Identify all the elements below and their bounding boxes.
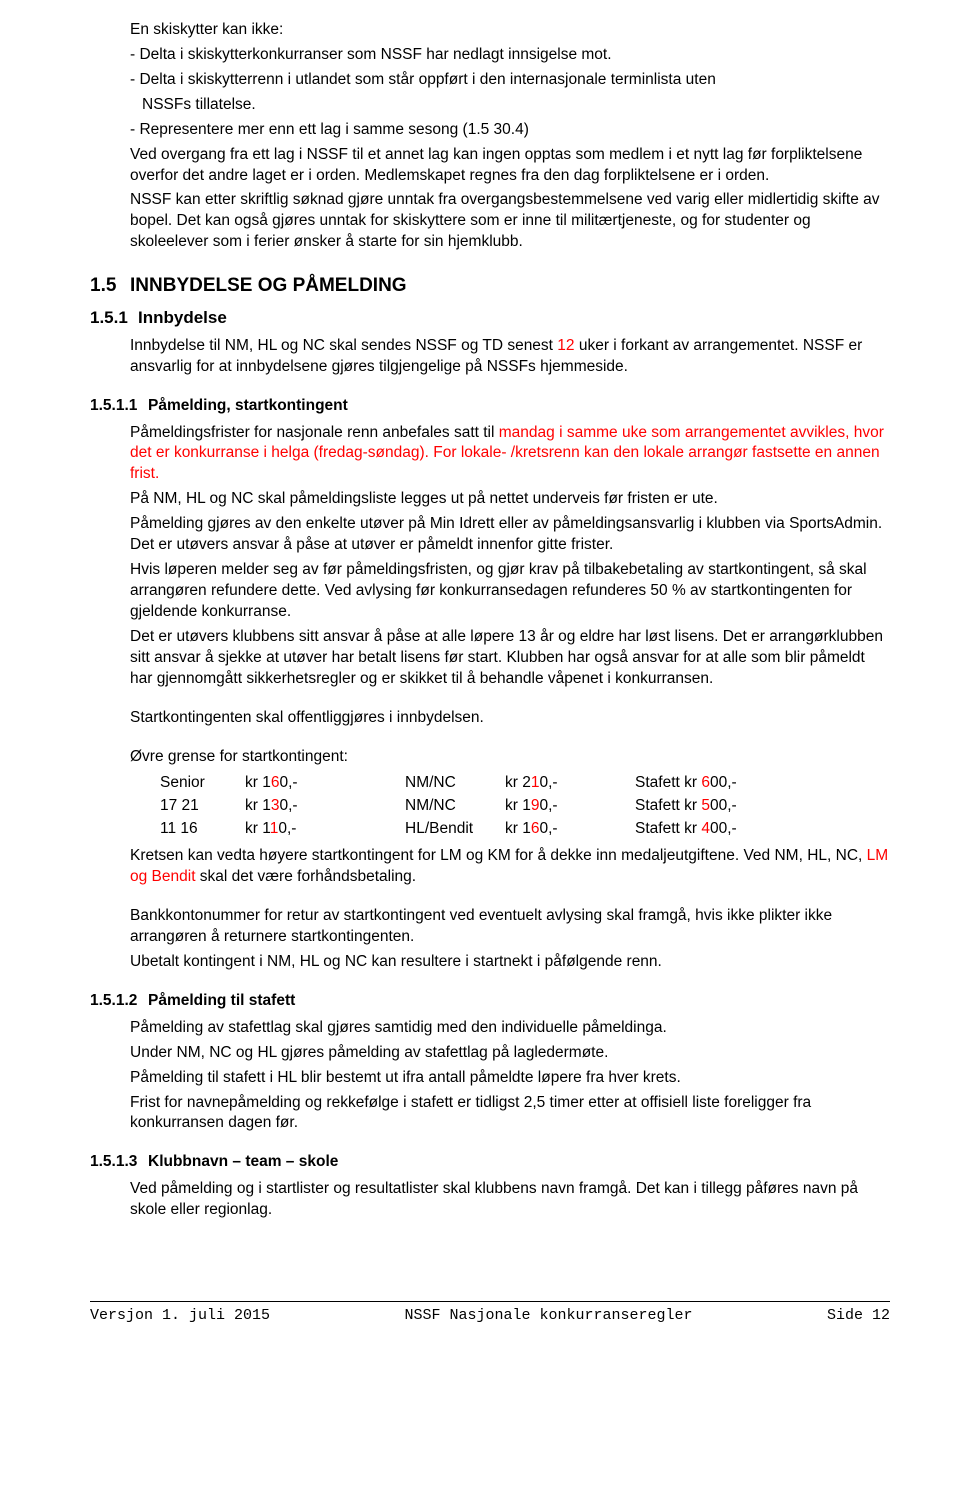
page-footer: Versjon 1. juli 2015 NSSF Nasjonale konk… xyxy=(0,1295,960,1346)
heading-1-5-1-3: 1.5.1.3 Klubbnavn – team – skole xyxy=(90,1152,890,1173)
footer-version: Versjon 1. juli 2015 xyxy=(90,1306,270,1326)
table-cell: kr 110,- xyxy=(245,819,405,840)
startkontingent-table: Senior kr 160,- NM/NC kr 210,- Stafett k… xyxy=(160,773,890,840)
text-line: NSSFs tillatelse. xyxy=(130,95,890,116)
table-row: Senior kr 160,- NM/NC kr 210,- Stafett k… xyxy=(160,773,890,794)
paragraph-bankkonto: Bankkontonummer for retur av startkontin… xyxy=(130,906,890,973)
text-line: Startkontingenten skal offentliggjøres i… xyxy=(130,708,890,729)
paragraph-innbydelse: Innbydelse til NM, HL og NC skal sendes … xyxy=(130,336,890,378)
text-line: Påmeldingsfrister for nasjonale renn anb… xyxy=(130,423,890,486)
table-cell: Stafett kr 500,- xyxy=(635,796,795,817)
text-line: Påmelding gjøres av den enkelte utøver p… xyxy=(130,514,890,556)
table-row: 11 16 kr 110,- HL/Bendit kr 160,- Stafet… xyxy=(160,819,890,840)
table-cell: 17 21 xyxy=(160,796,245,817)
text-line: Kretsen kan vedta høyere startkontingent… xyxy=(130,846,890,888)
text-line: Ubetalt kontingent i NM, HL og NC kan re… xyxy=(130,952,890,973)
text-line: En skiskytter kan ikke: xyxy=(130,20,890,41)
heading-title: INNBYDELSE OG PÅMELDING xyxy=(130,273,407,299)
highlight-text: 12 xyxy=(557,337,574,354)
table-row: 17 21 kr 130,- NM/NC kr 190,- Stafett kr… xyxy=(160,796,890,817)
text-line: Bankkontonummer for retur av startkontin… xyxy=(130,906,890,948)
table-cell: HL/Bendit xyxy=(405,819,505,840)
text-line: Påmelding av stafettlag skal gjøres samt… xyxy=(130,1018,890,1039)
heading-title: Påmelding til stafett xyxy=(148,991,295,1012)
text-line: Øvre grense for startkontingent: xyxy=(130,747,890,768)
paragraph-rules: En skiskytter kan ikke: - Delta i skisky… xyxy=(130,20,890,253)
paragraph-startkontingent: Startkontingenten skal offentliggjøres i… xyxy=(130,708,890,729)
text-line: - Delta i skiskytterrenn i utlandet som … xyxy=(130,70,890,91)
heading-1-5-1: 1.5.1 Innbydelse xyxy=(90,307,890,330)
heading-title: Påmelding, startkontingent xyxy=(148,396,348,417)
text-line: Innbydelse til NM, HL og NC skal sendes … xyxy=(130,336,890,378)
table-cell: kr 210,- xyxy=(505,773,635,794)
footer-title: NSSF Nasjonale konkurranseregler xyxy=(404,1306,692,1326)
heading-number: 1.5.1 xyxy=(90,307,138,330)
heading-title: Klubbnavn – team – skole xyxy=(148,1152,338,1173)
text-line: Hvis løperen melder seg av før påmelding… xyxy=(130,560,890,623)
paragraph-stafett: Påmelding av stafettlag skal gjøres samt… xyxy=(130,1018,890,1135)
table-cell: kr 160,- xyxy=(245,773,405,794)
text-line: Det er utøvers klubbens sitt ansvar å på… xyxy=(130,627,890,690)
table-cell: kr 190,- xyxy=(505,796,635,817)
table-cell: kr 160,- xyxy=(505,819,635,840)
text-line: Ved overgang fra ett lag i NSSF til et a… xyxy=(130,145,890,187)
paragraph-grense-intro: Øvre grense for startkontingent: xyxy=(130,747,890,768)
text-line: Ved påmelding og i startlister og result… xyxy=(130,1179,890,1221)
footer-page-number: Side 12 xyxy=(827,1306,890,1326)
table-cell: 11 16 xyxy=(160,819,245,840)
heading-number: 1.5.1.2 xyxy=(90,991,148,1012)
heading-number: 1.5.1.3 xyxy=(90,1152,148,1173)
text-line: - Representere mer enn ett lag i samme s… xyxy=(130,120,890,141)
paragraph-krets: Kretsen kan vedta høyere startkontingent… xyxy=(130,846,890,888)
table-cell: Senior xyxy=(160,773,245,794)
heading-1-5-1-1: 1.5.1.1 Påmelding, startkontingent xyxy=(90,396,890,417)
heading-title: Innbydelse xyxy=(138,307,227,330)
text-line: - Delta i skiskytterkonkurranser som NSS… xyxy=(130,45,890,66)
table-cell: NM/NC xyxy=(405,796,505,817)
text-line: Påmelding til stafett i HL blir bestemt … xyxy=(130,1068,890,1089)
paragraph-klubbnavn: Ved påmelding og i startlister og result… xyxy=(130,1179,890,1221)
heading-1-5-1-2: 1.5.1.2 Påmelding til stafett xyxy=(90,991,890,1012)
paragraph-pamelding: Påmeldingsfrister for nasjonale renn anb… xyxy=(130,423,890,690)
table-cell: NM/NC xyxy=(405,773,505,794)
table-cell: kr 130,- xyxy=(245,796,405,817)
text-line: På NM, HL og NC skal påmeldingsliste leg… xyxy=(130,489,890,510)
heading-number: 1.5 xyxy=(90,273,130,299)
table-cell: Stafett kr 600,- xyxy=(635,773,795,794)
heading-1-5: 1.5 INNBYDELSE OG PÅMELDING xyxy=(90,273,890,299)
text-line: Frist for navnepåmelding og rekkefølge i… xyxy=(130,1093,890,1135)
text-line: Under NM, NC og HL gjøres påmelding av s… xyxy=(130,1043,890,1064)
table-cell: Stafett kr 400,- xyxy=(635,819,795,840)
text-line: NSSF kan etter skriftlig søknad gjøre un… xyxy=(130,190,890,253)
heading-number: 1.5.1.1 xyxy=(90,396,148,417)
